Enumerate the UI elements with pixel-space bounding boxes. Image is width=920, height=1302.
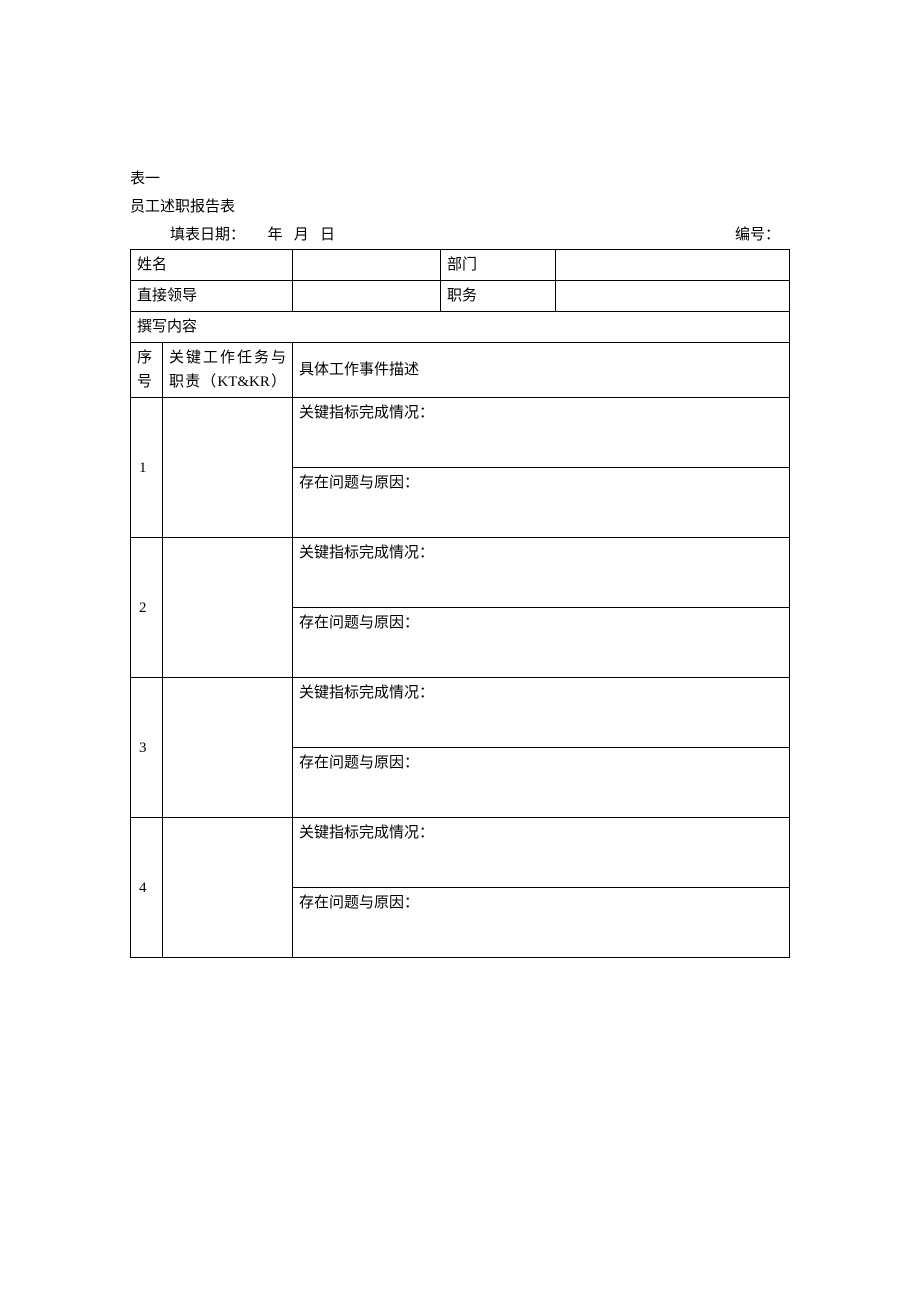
document-page: 表一 员工述职报告表 填表日期： 年 月 日 编号： 姓名 部门 直接领导: [0, 0, 920, 958]
task-cell: [163, 818, 293, 958]
issue-cell: 存在问题与原因：: [293, 748, 790, 818]
issue-label: 存在问题与原因：: [299, 615, 419, 631]
info-row-2: 直接领导 职务: [131, 281, 790, 312]
content-header: 撰写内容: [131, 312, 790, 343]
issue-cell: 存在问题与原因：: [293, 888, 790, 958]
position-value: [556, 281, 790, 312]
leader-label: 直接领导: [131, 281, 293, 312]
col-seq-header: 序号: [131, 343, 163, 398]
year-unit: 年: [268, 227, 283, 243]
issue-label: 存在问题与原因：: [299, 895, 419, 911]
issue-label: 存在问题与原因：: [299, 475, 419, 491]
date-label: 填表日期：: [170, 227, 245, 243]
table-row: 3 关键指标完成情况：: [131, 678, 790, 748]
kpi-label: 关键指标完成情况：: [299, 685, 434, 701]
fill-date: 填表日期： 年 月 日: [130, 221, 335, 249]
table-row: 4 关键指标完成情况：: [131, 818, 790, 888]
position-label: 职务: [441, 281, 556, 312]
info-row-1: 姓名 部门: [131, 250, 790, 281]
serial-label: 编号：: [735, 221, 790, 249]
issue-label: 存在问题与原因：: [299, 755, 419, 771]
table-label: 表一: [130, 165, 790, 193]
seq-cell: 2: [131, 538, 163, 678]
seq-cell: 1: [131, 398, 163, 538]
kpi-cell: 关键指标完成情况：: [293, 398, 790, 468]
col-task-header: 关键工作任务与职责（KT&KR）: [163, 343, 293, 398]
dept-label: 部门: [441, 250, 556, 281]
kpi-cell: 关键指标完成情况：: [293, 818, 790, 888]
column-header-row: 序号 关键工作任务与职责（KT&KR） 具体工作事件描述: [131, 343, 790, 398]
day-unit: 日: [320, 227, 335, 243]
report-table: 姓名 部门 直接领导 职务 撰写内容 序号 关键工作任务与职责（KT&KR） 具…: [130, 249, 790, 958]
issue-cell: 存在问题与原因：: [293, 468, 790, 538]
name-value: [293, 250, 441, 281]
month-unit: 月: [294, 227, 309, 243]
name-label: 姓名: [131, 250, 293, 281]
document-title: 员工述职报告表: [130, 193, 790, 221]
issue-cell: 存在问题与原因：: [293, 608, 790, 678]
seq-cell: 3: [131, 678, 163, 818]
table-row: 1 关键指标完成情况：: [131, 398, 790, 468]
kpi-cell: 关键指标完成情况：: [293, 678, 790, 748]
kpi-label: 关键指标完成情况：: [299, 825, 434, 841]
table-row: 2 关键指标完成情况：: [131, 538, 790, 608]
kpi-label: 关键指标完成情况：: [299, 545, 434, 561]
seq-cell: 4: [131, 818, 163, 958]
dept-value: [556, 250, 790, 281]
kpi-cell: 关键指标完成情况：: [293, 538, 790, 608]
col-desc-header: 具体工作事件描述: [293, 343, 790, 398]
date-serial-line: 填表日期： 年 月 日 编号：: [130, 221, 790, 249]
leader-value: [293, 281, 441, 312]
task-cell: [163, 398, 293, 538]
content-header-row: 撰写内容: [131, 312, 790, 343]
task-cell: [163, 538, 293, 678]
task-cell: [163, 678, 293, 818]
kpi-label: 关键指标完成情况：: [299, 405, 434, 421]
